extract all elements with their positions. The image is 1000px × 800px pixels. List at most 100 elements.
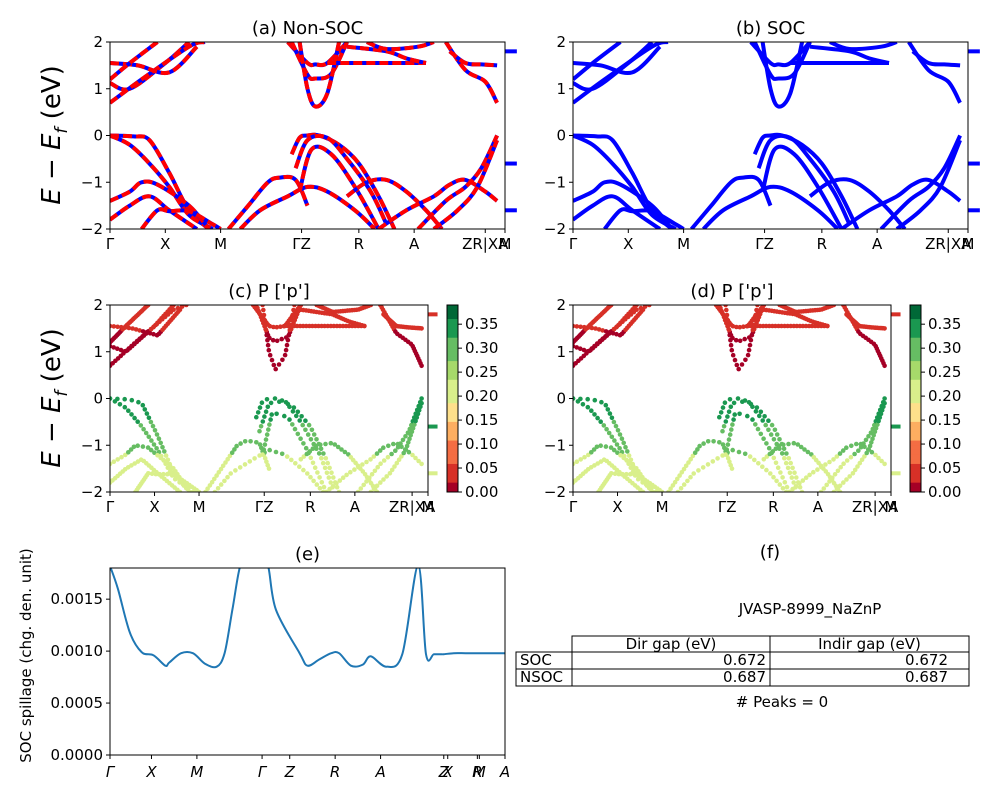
panel-b-band-line xyxy=(573,179,674,229)
panel-b-band-line xyxy=(573,42,622,81)
panel-c-ytick-label: −2 xyxy=(81,483,103,501)
panel-c-band-point xyxy=(298,457,304,462)
panel-d-band-point xyxy=(691,471,696,476)
panel-d-band-point xyxy=(726,437,732,442)
panel-d-band-point xyxy=(785,465,791,471)
panel-c-band-point xyxy=(361,482,367,488)
panel-c-band-point xyxy=(274,411,279,417)
panel-d-band-point xyxy=(749,332,755,338)
panel-e-ytick-label: 0.0010 xyxy=(51,642,104,660)
panel-a-xtick-label: M xyxy=(499,235,512,253)
panel-a-ytick-label: 0 xyxy=(93,127,103,145)
panel-d-band-point xyxy=(755,305,760,308)
panel-c-band-point xyxy=(184,305,189,308)
panel-c-band-point xyxy=(276,362,282,367)
panel-c-band-point xyxy=(146,471,151,476)
panel-d-band-point xyxy=(753,422,758,427)
panel-b-soc-bands: 210−1−2Γ X M ΓZ R A ZR|XAM(b) SOC xyxy=(544,18,980,253)
panel-d-band-point xyxy=(589,450,594,455)
panel-c-band-point xyxy=(122,396,127,402)
panel-c-band-point xyxy=(303,427,308,433)
panel-c-band-point xyxy=(126,450,131,455)
panel-c-band-point xyxy=(419,363,424,369)
panel-c-band-point xyxy=(212,476,217,482)
panel-d-band-point xyxy=(725,317,730,323)
panel-c-band-point xyxy=(319,480,325,485)
panel-d-band-point xyxy=(866,434,871,439)
panel-d-band-point xyxy=(685,478,690,484)
panel-c-band-point xyxy=(138,423,144,428)
panel-c-colorbar-swatch xyxy=(447,463,458,470)
panel-d-band-point xyxy=(731,417,736,422)
panel-b-band-line xyxy=(907,42,962,104)
panel-d-band-point xyxy=(686,460,691,465)
panel-d-band-point xyxy=(778,470,783,475)
panel-d-band-point xyxy=(697,443,702,449)
panel-b-band-line xyxy=(760,42,805,109)
panel-c-colorbar-swatch xyxy=(447,445,458,451)
panel-c-colorbar-swatch xyxy=(447,351,458,357)
panel-d-band-point xyxy=(715,456,720,461)
panel-d-colorbar-tick-label: 0.30 xyxy=(928,339,961,357)
panel-f-row-label: SOC xyxy=(520,651,552,669)
panel-c-band-point xyxy=(141,426,146,432)
panel-c-band-point xyxy=(259,400,265,406)
panel-d-band-point xyxy=(863,437,869,443)
panel-c-band-point xyxy=(146,434,152,440)
panel-d-band-point xyxy=(592,412,597,417)
panel-c-band-point xyxy=(305,432,311,437)
panel-c-band-point xyxy=(140,402,146,408)
panel-e-xtick-label: Z xyxy=(438,763,450,781)
panel-c-band-point xyxy=(262,442,268,447)
panel-b-ytick-label: 1 xyxy=(556,80,566,98)
panel-d-band-point xyxy=(710,459,716,464)
panel-a-band-line xyxy=(345,177,444,229)
panel-c-band-point xyxy=(267,352,273,358)
panel-c-band-point xyxy=(414,415,420,420)
panel-c-band-point xyxy=(321,484,327,490)
panel-d-band-point xyxy=(747,454,753,459)
panel-e-xtick-label: Z xyxy=(284,763,296,781)
panel-c-band-point xyxy=(158,455,163,461)
panel-d-band-point xyxy=(760,418,765,423)
panel-b-band-line xyxy=(752,132,860,229)
panel-c-band-point xyxy=(368,305,374,308)
panel-d-band-point xyxy=(609,471,614,476)
panel-c-band-point xyxy=(171,307,176,313)
panel-d-band-point xyxy=(859,457,865,463)
panel-c-band-point xyxy=(165,471,170,477)
panel-d-band-point xyxy=(717,440,722,445)
panel-c-band-point xyxy=(232,447,237,452)
panel-c-ytick-label: 0 xyxy=(93,390,103,408)
panel-d-band-point xyxy=(754,307,759,313)
panel-d-band-point xyxy=(774,432,780,437)
panel-c-band-point xyxy=(227,453,233,459)
panel-d-band-point xyxy=(634,305,639,308)
panel-c-band-point xyxy=(368,457,373,462)
panel-d-band-point xyxy=(617,446,622,451)
panel-c-band-point xyxy=(137,328,142,333)
panel-c-band-point xyxy=(340,475,346,481)
panel-b-xtick-label: M xyxy=(962,235,975,253)
panel-c-ytick-label: −1 xyxy=(81,436,103,454)
panel-a-band-line xyxy=(416,134,499,229)
panel-d-projected-bands: 210−1−2Γ X M ΓZ R A ZR|XAM(d) P ['p']0.350.300… xyxy=(544,281,962,516)
panel-c-band-point xyxy=(111,324,117,329)
panel-d-band-point xyxy=(837,483,843,489)
panel-d-colorbar-swatch xyxy=(910,384,921,390)
panel-d-band-point xyxy=(675,489,681,492)
panel-c-colorbar-swatch xyxy=(447,407,458,414)
panel-d-band-point xyxy=(841,461,846,467)
panel-a-band-line xyxy=(226,174,310,229)
panel-c-band-point xyxy=(118,347,124,353)
panel-c-band-point xyxy=(358,486,364,491)
panel-b-ytick-label: 2 xyxy=(556,33,566,51)
panel-c-band-point xyxy=(248,439,253,444)
panel-c-band-point xyxy=(283,347,289,353)
panel-b-band-line xyxy=(911,49,961,68)
panel-c-band-point xyxy=(403,447,409,452)
panel-a-xtick-label: Γ xyxy=(106,235,115,253)
panel-c-band-point xyxy=(122,404,128,410)
panel-c-band-point xyxy=(330,484,336,489)
panel-c-band-point xyxy=(135,419,140,425)
